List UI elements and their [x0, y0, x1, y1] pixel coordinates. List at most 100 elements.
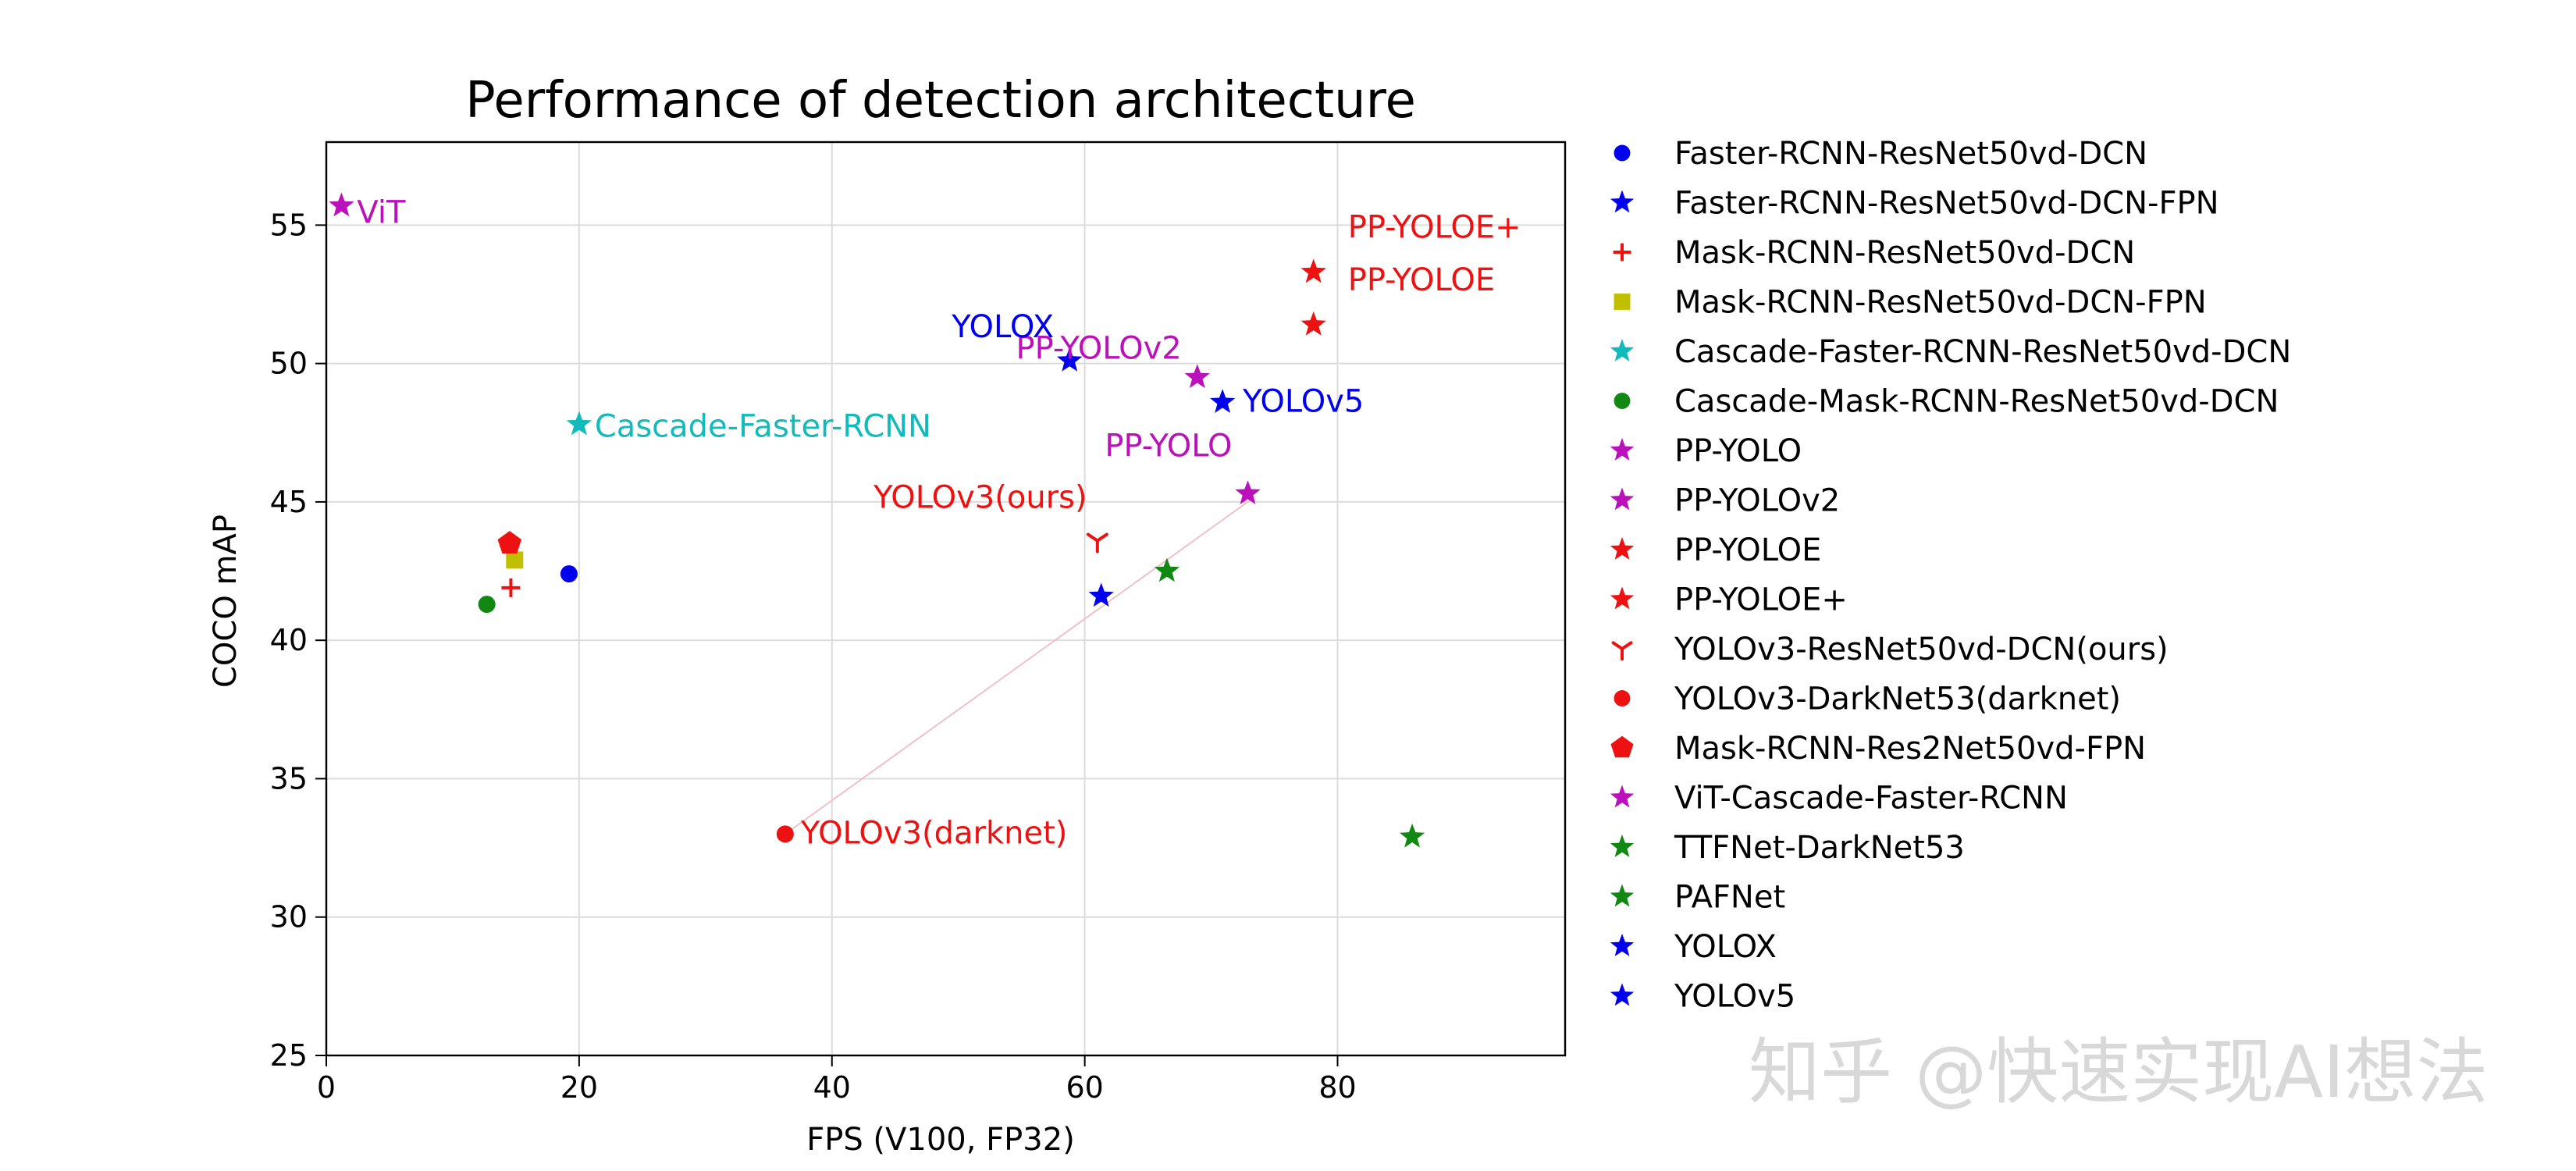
point-pafnet-star	[1154, 557, 1180, 582]
y-tick-label: 40	[270, 623, 308, 657]
y-tick-label: 50	[270, 347, 308, 381]
legend-label-mask-rcnn-resnet50vd-dcn: Mask-RCNN-ResNet50vd-DCN	[1674, 235, 2135, 271]
point-ttfnet-darknet53	[1399, 823, 1425, 848]
legend-marker-cascade-mask-rcnn-resnet50vd-dcn-circle	[1614, 393, 1631, 409]
legend-marker-faster-rcnn-resnet50vd-dcn-fpn-star	[1610, 190, 1635, 213]
legend-marker-cascade-mask-rcnn-resnet50vd-dcn	[1614, 393, 1631, 409]
legend-marker-pp-yolov2	[1610, 487, 1635, 511]
y-tick-label: 35	[270, 761, 308, 795]
point-label-pp-yolo: PP-YOLO	[1105, 428, 1232, 464]
legend-label-yolov3-resnet50vd-dcn-ours: YOLOv3-ResNet50vd-DCN(ours)	[1674, 632, 2169, 667]
data-points	[329, 192, 1425, 848]
point-label-pp-yoloe: PP-YOLOE+	[1348, 210, 1521, 246]
x-axis-label: FPS (V100, FP32)	[806, 1122, 1075, 1158]
point-label-yolov5: YOLOv5	[1242, 383, 1364, 419]
y-tick-label: 30	[270, 900, 308, 934]
point-mask-rcnn-res2net50vd-fpn-pentagon	[497, 531, 521, 553]
point-pp-yolo-star	[1235, 480, 1261, 504]
point-mask-rcnn-resnet50vd-dcn-fpn	[506, 551, 524, 569]
legend-label-ttfnet-darknet53: TTFNet-DarkNet53	[1674, 830, 1965, 866]
chart-title: Performance of detection architecture	[465, 72, 1416, 130]
point-cascade-faster-rcnn-resnet50vd-dcn-star	[566, 411, 592, 436]
legend-marker-pafnet-star	[1610, 884, 1635, 907]
legend-label-pp-yolov2: PP-YOLOv2	[1674, 483, 1840, 519]
legend-marker-yolov5	[1610, 983, 1635, 1006]
point-yolov3-darknet53-darknet	[776, 825, 794, 843]
point-label-yolov3-darknet: YOLOv3(darknet)	[800, 815, 1068, 851]
legend-marker-yolov3-darknet53-darknet-circle	[1614, 690, 1631, 707]
legend-marker-pp-yoloe-star	[1610, 586, 1635, 610]
legend-marker-mask-rcnn-resnet50vd-dcn-fpn-square	[1614, 294, 1631, 310]
legend-marker-yolov3-resnet50vd-dcn-ours	[1611, 641, 1633, 661]
legend-marker-yolox	[1610, 934, 1635, 956]
point-faster-rcnn-resnet50vd-dcn-fpn-star	[1088, 582, 1114, 607]
legend-marker-vit-cascade-faster-rcnn	[1610, 785, 1635, 808]
point-cascade-mask-rcnn-resnet50vd-dcn-circle	[478, 596, 496, 614]
legend-marker-pp-yoloe-star	[1610, 537, 1635, 560]
point-yolov5-star	[1210, 389, 1236, 413]
point-vit-cascade-faster-rcnn	[329, 192, 354, 217]
point-ttfnet-darknet53-star	[1399, 823, 1425, 848]
legend-marker-pp-yoloe	[1610, 586, 1635, 610]
point-mask-rcnn-res2net50vd-fpn	[497, 531, 521, 553]
legend-marker-pp-yolo	[1610, 438, 1635, 461]
legend-label-pafnet: PAFNet	[1674, 880, 1785, 916]
point-label-cascade-faster-rcnn: Cascade-Faster-RCNN	[595, 409, 931, 445]
legend-marker-cascade-faster-rcnn-resnet50vd-dcn-star	[1610, 339, 1635, 361]
legend-label-mask-rcnn-resnet50vd-dcn-fpn: Mask-RCNN-ResNet50vd-DCN-FPN	[1674, 285, 2207, 321]
point-yolov3-darknet53-darknet-circle	[776, 825, 794, 843]
point-labels: Cascade-Faster-RCNN PP-YOLO PP-YOLOv2 PP-YO…	[357, 195, 1521, 852]
legend-marker-yolov3-darknet53-darknet	[1614, 690, 1631, 707]
legend-label-pp-yoloe: PP-YOLOE+	[1674, 582, 1848, 618]
point-mask-rcnn-resnet50vd-dcn-plus	[501, 578, 521, 597]
point-pp-yoloe	[1300, 258, 1326, 283]
point-label-yolov3-ours: YOLOv3(ours)	[873, 480, 1087, 516]
point-yolov3-resnet50vd-dcn-ours-tri	[1086, 532, 1108, 553]
legend-label-cascade-faster-rcnn-resnet50vd-dcn: Cascade-Faster-RCNN-ResNet50vd-DCN	[1674, 334, 2291, 370]
y-axis-label: COCO mAP	[208, 514, 244, 688]
legend-marker-cascade-faster-rcnn-resnet50vd-dcn	[1610, 339, 1635, 361]
legend-label-yolox: YOLOX	[1674, 929, 1777, 965]
legend-marker-mask-rcnn-res2net50vd-fpn	[1610, 735, 1634, 758]
legend-marker-yolov5-star	[1610, 983, 1635, 1006]
point-yolox-star	[1057, 347, 1083, 372]
point-cascade-faster-rcnn-resnet50vd-dcn	[566, 411, 592, 436]
axis-ticks: 0 20 40 60 80 25 30 35 40 45 50 55	[270, 208, 1357, 1105]
point-pp-yolov2-star	[1184, 364, 1210, 389]
legend-marker-ttfnet-darknet53-star	[1610, 835, 1635, 857]
y-tick-label: 25	[270, 1038, 308, 1073]
point-cascade-mask-rcnn-resnet50vd-dcn	[478, 596, 496, 614]
legend-label-yolov5: YOLOv5	[1674, 979, 1795, 1015]
point-faster-rcnn-resnet50vd-dcn	[560, 565, 578, 583]
legend-label-yolov3-darknet53-darknet: YOLOv3-DarkNet53(darknet)	[1674, 682, 2121, 717]
point-pp-yoloe	[1300, 311, 1326, 336]
point-faster-rcnn-resnet50vd-dcn-fpn	[1088, 582, 1114, 607]
legend-marker-pp-yolo-star	[1610, 438, 1635, 461]
legend-label-mask-rcnn-res2net50vd-fpn: Mask-RCNN-Res2Net50vd-FPN	[1674, 731, 2146, 767]
plot-area-frame	[325, 141, 1567, 1057]
legend-label-cascade-mask-rcnn-resnet50vd-dcn: Cascade-Mask-RCNN-ResNet50vd-DCN	[1674, 384, 2279, 420]
legend-label-vit-cascade-faster-rcnn: ViT-Cascade-Faster-RCNN	[1674, 781, 2068, 817]
legend-marker-mask-rcnn-resnet50vd-dcn-plus	[1613, 243, 1631, 262]
x-tick-label: 80	[1318, 1070, 1356, 1105]
legend-marker-mask-rcnn-resnet50vd-dcn-fpn	[1614, 294, 1631, 310]
point-mask-rcnn-resnet50vd-dcn	[501, 578, 521, 597]
x-tick-label: 0	[317, 1070, 336, 1105]
y-tick-label: 45	[270, 485, 308, 519]
watermark-text: 知乎 @快速实现AI想法	[1749, 1030, 2488, 1114]
legend-marker-yolov3-resnet50vd-dcn-ours-tri	[1611, 641, 1633, 661]
point-faster-rcnn-resnet50vd-dcn-circle	[560, 565, 578, 583]
legend-marker-yolox-star	[1610, 934, 1635, 956]
point-pafnet	[1154, 557, 1180, 582]
legend-marker-mask-rcnn-res2net50vd-fpn-pentagon	[1610, 735, 1634, 758]
connector-line	[785, 496, 1256, 835]
point-pp-yoloe-star	[1300, 258, 1326, 283]
legend: Faster-RCNN-ResNet50vd-DCN Faster-RCNN-Re…	[1610, 136, 2291, 1015]
legend-marker-ttfnet-darknet53	[1610, 835, 1635, 857]
point-label-yolox: YOLOX	[951, 309, 1054, 345]
legend-label-faster-rcnn-resnet50vd-dcn-fpn: Faster-RCNN-ResNet50vd-DCN-FPN	[1674, 186, 2219, 222]
legend-marker-pp-yoloe	[1610, 537, 1635, 560]
legend-marker-vit-cascade-faster-rcnn-star	[1610, 785, 1635, 808]
point-pp-yolov2	[1184, 364, 1210, 389]
